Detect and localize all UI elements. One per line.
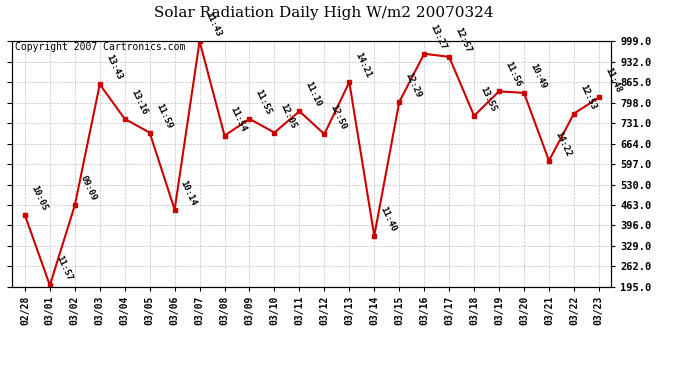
- Text: 11:54: 11:54: [228, 105, 248, 133]
- Text: 12:29: 12:29: [404, 71, 423, 99]
- Text: 12:05: 12:05: [279, 102, 298, 130]
- Text: 13:16: 13:16: [129, 88, 148, 116]
- Text: 11:56: 11:56: [503, 60, 523, 88]
- Text: 11:40: 11:40: [378, 205, 398, 233]
- Text: 11:55: 11:55: [254, 88, 273, 116]
- Text: 12:57: 12:57: [453, 26, 473, 54]
- Text: 11:59: 11:59: [154, 102, 173, 130]
- Text: 11:48: 11:48: [603, 66, 622, 94]
- Text: 11:57: 11:57: [54, 254, 74, 283]
- Text: 11:43: 11:43: [204, 10, 224, 39]
- Text: 10:05: 10:05: [29, 184, 48, 212]
- Text: 12:50: 12:50: [328, 103, 348, 131]
- Text: 13:43: 13:43: [104, 53, 124, 81]
- Text: 10:14: 10:14: [179, 178, 198, 207]
- Text: 10:49: 10:49: [528, 62, 548, 90]
- Text: 14:21: 14:21: [353, 51, 373, 80]
- Text: Copyright 2007 Cartronics.com: Copyright 2007 Cartronics.com: [15, 42, 186, 52]
- Text: 14:22: 14:22: [553, 130, 573, 158]
- Text: 11:10: 11:10: [304, 80, 323, 108]
- Text: 13:27: 13:27: [428, 23, 448, 51]
- Text: Solar Radiation Daily High W/m2 20070324: Solar Radiation Daily High W/m2 20070324: [155, 6, 494, 20]
- Text: 09:09: 09:09: [79, 174, 99, 202]
- Text: 12:53: 12:53: [578, 83, 598, 111]
- Text: 13:55: 13:55: [478, 85, 497, 113]
